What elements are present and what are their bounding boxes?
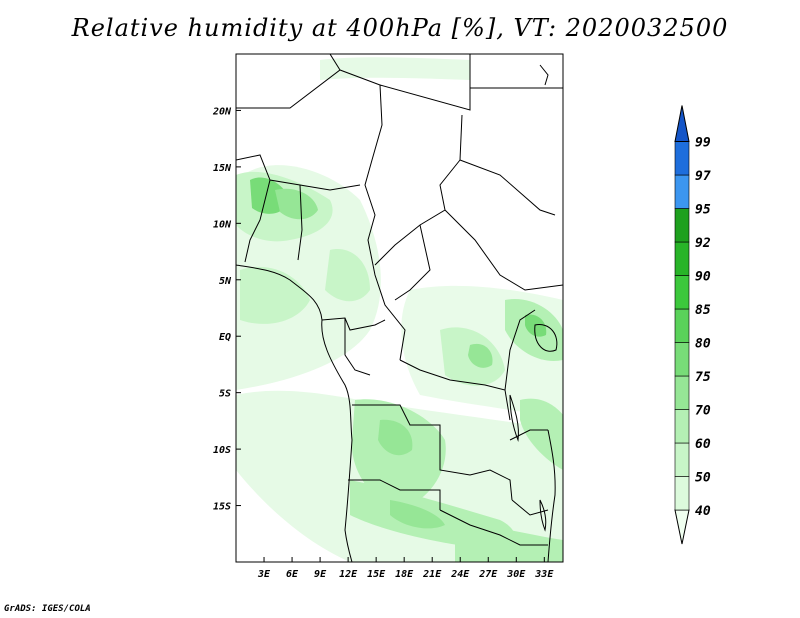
colorbar-segment: [674, 141, 690, 176]
colorbar-segment: [674, 342, 690, 377]
colorbar-segment: [674, 174, 690, 209]
grads-credit: GrADS: IGES/COLA: [4, 604, 91, 614]
colorbar-segment: [674, 409, 690, 444]
colorbar-label: 90: [695, 270, 711, 285]
west-coastline: [236, 264, 353, 562]
colorbar-label: 60: [695, 437, 711, 452]
colorbar-segment: [674, 275, 690, 310]
east-coastline: [547, 429, 556, 562]
colorbar-label: 80: [695, 337, 711, 352]
y-tick-label: 5S: [219, 389, 231, 400]
border-r: [439, 509, 548, 546]
border-l: [321, 317, 386, 331]
border-n: [399, 359, 511, 421]
border-b: [329, 54, 341, 71]
colorbar-segment: [674, 208, 690, 243]
y-tick-label: 10S: [213, 445, 231, 456]
border-t: [511, 499, 549, 516]
border-m: [344, 318, 371, 376]
map-frame: [235, 53, 564, 563]
colorbar-lower-arrow: [674, 509, 690, 545]
x-tick-label: 12E: [339, 569, 358, 580]
colorbar-label: 97: [695, 169, 711, 184]
colorbar-upper-arrow: [674, 105, 690, 142]
coast-fragment: [539, 64, 549, 86]
border-c: [379, 54, 471, 111]
colorbar-segment: [674, 476, 690, 511]
colorbar-label: 40: [695, 504, 711, 519]
colorbar-label: 85: [695, 303, 711, 318]
x-tick-label: 27E: [478, 569, 498, 580]
colorbar-label: 99: [695, 136, 711, 151]
x-tick-label: 18E: [395, 569, 414, 580]
border-i: [236, 154, 361, 191]
border-k: [297, 184, 303, 261]
border-e: [374, 114, 463, 266]
colorbar-label: 92: [695, 236, 711, 251]
x-tick-label: 15E: [367, 569, 386, 580]
x-tick-label: 33E: [534, 569, 554, 580]
y-axis: 20N 15N 10N 5N EQ 5S 10S 15S: [212, 106, 241, 513]
colorbar-label: 75: [695, 370, 711, 385]
humidity-field: [236, 57, 563, 562]
colorbar-label: 70: [695, 404, 711, 419]
colorbar-segment: [674, 241, 690, 276]
border-q: [348, 479, 441, 510]
x-tick-label: 24E: [450, 569, 470, 580]
colorbar: 40 50 60 70 75 80 85 90 92 95 97 99: [674, 105, 711, 545]
border-j: [244, 179, 271, 263]
x-tick-label: 21E: [422, 569, 442, 580]
border-o: [504, 309, 536, 391]
y-tick-label: 10N: [213, 219, 232, 230]
y-tick-label: 15N: [213, 163, 232, 174]
border-h: [394, 224, 431, 301]
x-tick-label: 9E: [314, 569, 327, 580]
chart-title: Relative humidity at 400hPa [%], VT: 202…: [71, 14, 729, 42]
border-p: [352, 404, 513, 501]
lake-tanganyika: [509, 394, 519, 442]
y-tick-label: 15S: [213, 502, 231, 513]
colorbar-segment: [674, 442, 690, 477]
border-g: [444, 209, 563, 291]
lake-victoria: [534, 324, 558, 352]
country-borders: [236, 54, 563, 562]
x-axis: 3E 6E 9E 12E 15E 18E 21E 24E 27E 30E 33E: [257, 557, 554, 580]
colorbar-label: 50: [695, 471, 711, 486]
x-tick-label: 30E: [506, 569, 526, 580]
x-tick-label: 6E: [286, 569, 299, 580]
lake-malawi: [539, 499, 547, 532]
y-tick-label: 5N: [219, 276, 232, 287]
y-tick-label: EQ: [219, 332, 231, 343]
y-tick-label: 20N: [212, 106, 232, 117]
border-f: [459, 159, 556, 216]
colorbar-label: 95: [695, 203, 711, 218]
colorbar-segment: [674, 375, 690, 410]
x-tick-label: 3E: [257, 569, 271, 580]
colorbar-segment: [674, 308, 690, 343]
